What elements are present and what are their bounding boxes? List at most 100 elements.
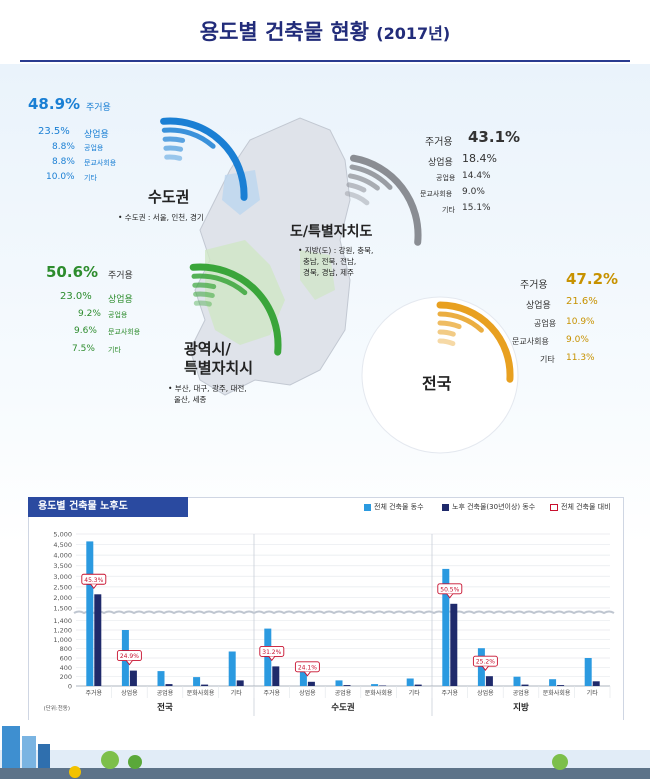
metro-ring-2 xyxy=(192,282,217,290)
capital-label-other: 기타 xyxy=(84,174,97,182)
metro-note-1: • 부산, 대구, 광주, 대전, xyxy=(168,384,247,393)
metro-ring-0 xyxy=(189,263,282,356)
capital-ring-4 xyxy=(164,154,183,161)
y-tick-label: 5,000 xyxy=(53,531,72,539)
x-tick-label: 상업용 xyxy=(299,689,316,697)
legend-swatch-total xyxy=(364,503,371,511)
ratio-callout-pointer xyxy=(126,660,133,666)
bar-old xyxy=(307,681,315,686)
x-tick-label: 주거용 xyxy=(442,689,459,697)
y-tick-label: 400 xyxy=(60,664,72,672)
ratio-callout-box xyxy=(294,661,320,673)
x-tick-label: 기타 xyxy=(587,689,599,697)
x-tick-label: 상업용 xyxy=(477,689,494,697)
x-tick-label: 문화사회용 xyxy=(543,689,571,697)
bar-old xyxy=(557,685,565,686)
legend-swatch-old xyxy=(442,503,449,511)
nation-label-other: 기타 xyxy=(540,355,555,364)
aging-bar-chart: 5,000 4,500 4,000 3,500 3,000 2,500 2,000 1,500… xyxy=(44,531,615,716)
bar-old xyxy=(201,684,209,686)
province-ring-3 xyxy=(346,182,367,193)
ratio-callout-text: 31.2% xyxy=(262,649,281,656)
x-tick-label: 기타 xyxy=(409,689,421,697)
title-main: 용도별 건축물 현황 xyxy=(199,20,369,44)
ratio-callout-pointer xyxy=(446,593,454,599)
group-label: 지방 xyxy=(513,702,529,713)
bar-old xyxy=(592,681,600,686)
group-label: 전국 xyxy=(157,702,173,713)
province-value-commercial: 18.4% xyxy=(462,152,497,165)
metro-label-residential: 주거용 xyxy=(108,271,133,281)
bar-old xyxy=(450,603,458,686)
bar-total xyxy=(157,671,165,686)
y-tick-label: 2,500 xyxy=(53,583,72,591)
nation-ring-3 xyxy=(437,329,456,337)
bar-total xyxy=(406,678,414,686)
legend-old: 노후 건축물(30년이상) 동수 xyxy=(442,502,535,512)
ratio-callout-text: 45.3% xyxy=(84,577,103,584)
bar-total xyxy=(299,666,307,686)
bar-total xyxy=(584,658,592,686)
bar-total xyxy=(513,676,521,686)
x-tick-label: 공업용 xyxy=(157,689,174,697)
ratio-callout-pointer xyxy=(90,583,98,590)
group-label: 수도권 xyxy=(331,702,355,713)
capital-value-education: 8.8% xyxy=(52,157,75,167)
nation-label-commercial: 상업용 xyxy=(526,301,551,311)
ratio-callout: 50.5% xyxy=(437,583,463,599)
nation-value-residential: 47.2% xyxy=(566,270,619,288)
metro-value-education: 9.6% xyxy=(74,326,97,336)
metro-value-other: 7.5% xyxy=(72,344,95,354)
y-tick-label: 1,000 xyxy=(53,636,72,644)
bar-old xyxy=(379,685,387,686)
ratio-callout-pointer xyxy=(304,671,311,677)
nation-ring-2 xyxy=(437,320,462,330)
bar-total xyxy=(335,680,343,686)
capital-ring-2 xyxy=(162,136,186,143)
nation-value-commercial: 21.6% xyxy=(566,296,598,307)
ratio-callout-box xyxy=(437,583,463,595)
nation-region-name: 전국 xyxy=(422,374,452,393)
y-tick-label: 0 xyxy=(68,683,72,691)
legend-label-old: 노후 건축물(30년이상) 동수 xyxy=(452,503,536,511)
y-tick-label: 1,500 xyxy=(53,605,72,613)
capital-value-industrial: 8.8% xyxy=(52,142,75,152)
metro-ring-4 xyxy=(193,300,212,307)
ratio-callout-text: 50.5% xyxy=(440,586,459,593)
capital-ring-0 xyxy=(160,117,248,201)
ratio-callout-text: 24.1% xyxy=(298,664,317,671)
ratio-callout-text: 25.2% xyxy=(476,659,495,666)
province-label-commercial: 상업용 xyxy=(428,158,453,168)
korea-map-illustration xyxy=(160,117,519,454)
metro-label-industrial: 공업용 xyxy=(108,311,128,319)
map-green-area-2 xyxy=(300,250,335,300)
capital-ring-3 xyxy=(163,145,184,152)
province-note-2: 충남, 전북, 전남, xyxy=(303,257,357,266)
ratio-callout: 24.1% xyxy=(294,661,320,677)
bar-total xyxy=(193,677,201,686)
aging-chart-title: 용도별 건축물 노후도 xyxy=(28,497,188,517)
metro-region-name-line1: 광역시/ xyxy=(184,340,231,358)
x-tick-label: 공업용 xyxy=(513,689,530,697)
province-label-other: 기타 xyxy=(442,206,455,214)
bar-old xyxy=(343,685,351,686)
province-label-industrial: 공업용 xyxy=(436,174,456,182)
page-title: 용도별 건축물 현황 (2017년) xyxy=(0,16,650,46)
x-tick-label: 문화사회용 xyxy=(365,689,393,697)
province-value-residential: 43.1% xyxy=(468,128,521,146)
legend-ratio: 전체 건축물 대비 xyxy=(550,502,611,512)
metro-ring-1 xyxy=(191,273,248,296)
metro-value-residential: 50.6% xyxy=(46,263,99,281)
bar-total xyxy=(442,568,450,686)
nation-value-education: 9.0% xyxy=(566,335,589,345)
capital-value-other: 10.0% xyxy=(46,172,75,182)
province-ring-2 xyxy=(347,173,380,191)
bar-total xyxy=(228,651,236,686)
metro-value-industrial: 9.2% xyxy=(78,309,101,319)
bar-total xyxy=(264,628,272,686)
metro-label-education: 문교사회용 xyxy=(108,328,141,336)
y-tick-label: 3,500 xyxy=(53,562,72,570)
province-value-industrial: 14.4% xyxy=(462,171,491,181)
ratio-callout: 31.2% xyxy=(259,645,285,662)
province-region-name: 도/특별자치도 xyxy=(290,224,373,240)
